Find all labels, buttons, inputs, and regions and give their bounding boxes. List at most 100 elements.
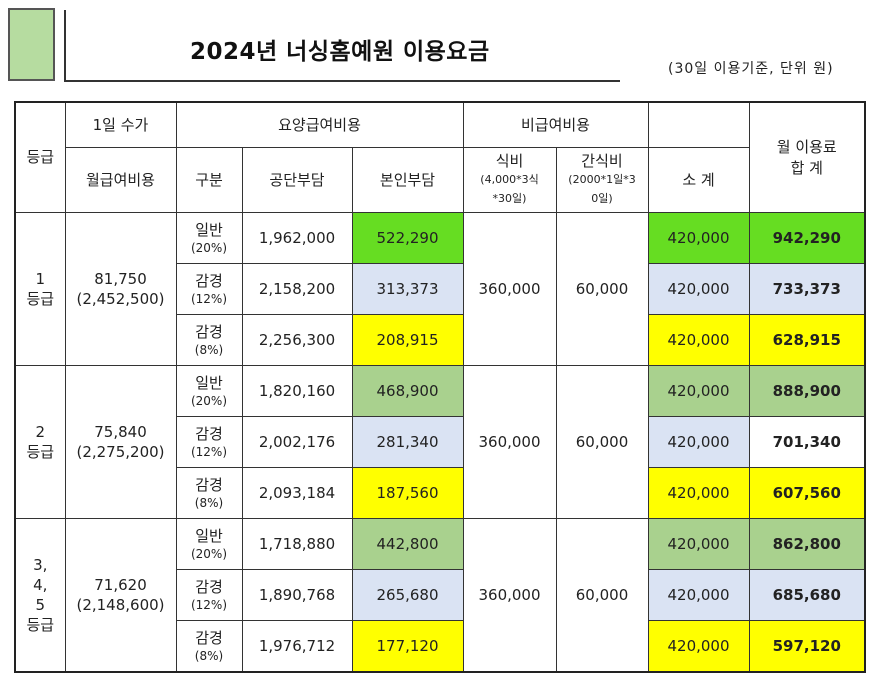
public-share-cell: 2,256,300 — [241, 314, 353, 366]
total-header-line2: 합 계 — [790, 158, 823, 177]
grade-label-line: 4, — [33, 575, 48, 594]
snack-cost-cell: 60,000 — [555, 518, 649, 673]
total-cell: 628,915 — [748, 314, 866, 366]
category-percent: (8%) — [194, 649, 224, 664]
meal-cost-cell: 360,000 — [462, 518, 557, 673]
uncovered-header-blank — [647, 101, 750, 148]
grade-label-line: 2 — [35, 422, 46, 441]
header-divider-vertical — [64, 10, 66, 82]
meal-cost-cell: 360,000 — [462, 365, 557, 519]
category-percent: (8%) — [194, 343, 224, 358]
self-share-cell: 442,800 — [351, 518, 464, 570]
category-percent: (8%) — [194, 496, 224, 511]
snack-cost-cell: 60,000 — [555, 212, 649, 366]
subtotal-cell: 420,000 — [647, 569, 750, 621]
total-cell: 607,560 — [748, 467, 866, 519]
page-title: 2024년 너싱홈예원 이용요금 — [190, 39, 490, 65]
daily-fee-cell: 81,750 (2,452,500) — [64, 212, 177, 366]
grade-label-line: 1 — [35, 269, 46, 288]
subtotal-cell: 420,000 — [647, 518, 750, 570]
daily-fee-value: 81,750 — [94, 269, 147, 288]
total-header: 월 이용료 합 계 — [748, 101, 866, 213]
table-row: 2 등급 75,840 (2,275,200) 일반 (20%) 1,820,160 468,… — [14, 365, 866, 519]
self-share-cell: 313,373 — [351, 263, 464, 315]
category-type: 감경 — [195, 628, 223, 647]
public-share-cell: 1,976,712 — [241, 620, 353, 673]
green-logo-box — [8, 8, 55, 81]
title-underline — [64, 80, 620, 82]
public-share-cell: 2,002,176 — [241, 416, 353, 468]
covered-header: 요양급여비용 — [175, 101, 464, 148]
category-type: 감경 — [195, 475, 223, 494]
category-type: 일반 — [195, 526, 223, 545]
meal-note-1: (4,000*3식 — [480, 173, 539, 187]
header-row-2: 월급여비용 구분 공단부담 본인부담 식비 (4,000*3식 *30일) 간식… — [15, 147, 865, 213]
self-share-cell: 281,340 — [351, 416, 464, 468]
category-cell: 감경 (8%) — [175, 620, 243, 673]
category-percent: (20%) — [190, 394, 228, 409]
snack-cost-cell: 60,000 — [555, 365, 649, 519]
subtotal-header: 소 계 — [647, 147, 750, 213]
category-type: 일반 — [195, 373, 223, 392]
total-cell: 685,680 — [748, 569, 866, 621]
category-cell: 일반 (20%) — [175, 212, 243, 264]
public-share-cell: 2,093,184 — [241, 467, 353, 519]
monthly-benefit-value: (2,148,600) — [76, 596, 165, 614]
snack-note-2: 0일) — [591, 192, 613, 206]
daily-fee-value: 71,620 — [94, 575, 147, 594]
public-share-cell: 1,718,880 — [241, 518, 353, 570]
category-type: 감경 — [195, 322, 223, 341]
uncovered-header: 비급여비용 — [462, 101, 649, 148]
category-percent: (20%) — [190, 241, 228, 256]
subtotal-cell: 420,000 — [647, 620, 750, 673]
table-row: 감경 (8%) 2,256,300 208,915 420,000 628,915 — [15, 314, 866, 366]
category-percent: (12%) — [190, 445, 228, 460]
grade-cell: 2 등급 — [14, 365, 66, 519]
category-cell: 감경 (12%) — [175, 569, 243, 621]
header-row-1: 등급 1일 수가 요양급여비용 비급여비용 월 이용료 합 계 — [14, 101, 866, 213]
grade-label-line: 5 — [35, 596, 46, 614]
category-cell: 감경 (12%) — [175, 263, 243, 315]
category-percent: (12%) — [190, 598, 228, 613]
total-header-line1: 월 이용료 — [776, 138, 837, 157]
self-share-header: 본인부담 — [351, 147, 464, 213]
category-cell: 감경 (12%) — [175, 416, 243, 468]
category-type: 감경 — [195, 577, 223, 596]
snack-header: 간식비 (2000*1일*3 0일) — [555, 147, 649, 213]
table-row: 감경 (8%) 1,976,712 177,120 420,000 597,120 — [15, 620, 866, 673]
meal-cost-cell: 360,000 — [462, 212, 557, 366]
total-cell: 701,340 — [748, 416, 866, 468]
public-share-cell: 1,890,768 — [241, 569, 353, 621]
table-row: 1 등급 81,750 (2,452,500) 일반 (20%) 1,962,000 522,… — [14, 212, 866, 366]
total-cell: 597,120 — [748, 620, 866, 673]
daily-fee-header: 1일 수가 — [64, 101, 177, 148]
self-share-cell: 187,560 — [351, 467, 464, 519]
table-row: 감경 (12%) 2,158,200 313,373 420,000 733,373 — [15, 263, 866, 315]
subtotal-cell: 420,000 — [647, 416, 750, 468]
category-cell: 감경 (8%) — [175, 314, 243, 366]
self-share-cell: 177,120 — [351, 620, 464, 673]
category-header: 구분 — [175, 147, 243, 213]
table-row: 3, 4, 5 등급 71,620 (2,148,600) 일반 (20%) 1,718,880… — [14, 518, 866, 673]
category-cell: 일반 (20%) — [175, 365, 243, 417]
unit-note: (30일 이용기준, 단위 원) — [668, 61, 834, 77]
fee-table: 등급 1일 수가 요양급여비용 비급여비용 월 이용료 합 계 월급여비용 구분… — [14, 101, 866, 673]
grade-label-line: 등급 — [26, 290, 55, 308]
subtotal-cell: 420,000 — [647, 314, 750, 366]
monthly-benefit-header: 월급여비용 — [64, 147, 177, 213]
public-share-cell: 1,962,000 — [241, 212, 353, 264]
category-cell: 일반 (20%) — [175, 518, 243, 570]
grade-header: 등급 — [14, 101, 66, 213]
subtotal-cell: 420,000 — [647, 467, 750, 519]
grade-label-line: 등급 — [26, 616, 55, 635]
category-percent: (12%) — [190, 292, 228, 307]
table-row: 감경 (12%) 1,890,768 265,680 420,000 685,680 — [15, 569, 866, 621]
public-share-cell: 1,820,160 — [241, 365, 353, 417]
total-cell: 942,290 — [748, 212, 866, 264]
self-share-cell: 468,900 — [351, 365, 464, 417]
meal-note-2: *30일) — [492, 192, 527, 206]
grade-cell: 3, 4, 5 등급 — [14, 518, 66, 673]
meal-header: 식비 (4,000*3식 *30일) — [462, 147, 557, 213]
grade-cell: 1 등급 — [14, 212, 66, 366]
grade-label-line: 3, — [33, 555, 48, 574]
